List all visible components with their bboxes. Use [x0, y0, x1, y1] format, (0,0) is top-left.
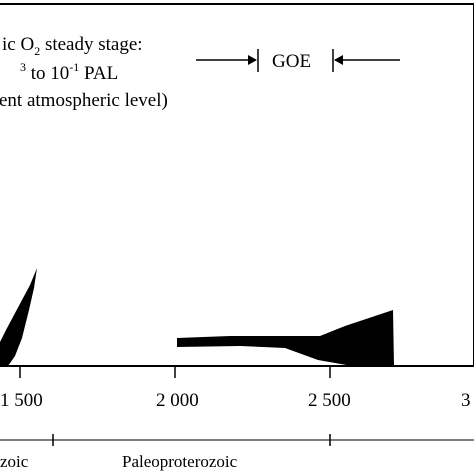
era-label-left: zoic [0, 452, 29, 471]
x-tick-label-2500: 2 500 [308, 390, 351, 411]
x-axis-ticks [19, 366, 331, 378]
annotation-line-2-end: PAL [79, 63, 118, 84]
era-label-paleoproterozoic: Paleoproterozoic [122, 452, 238, 471]
annotation-line-1-subscript: 2 [34, 44, 40, 58]
o2-envelope-right [177, 310, 394, 366]
era-timeline [0, 434, 474, 446]
x-tick-label-3: 3 [461, 390, 471, 411]
annotation-line-1-suffix: steady stage: [40, 34, 142, 55]
goe-left-arrowhead [248, 55, 257, 65]
annotation-line-2-exponent: -1 [69, 60, 79, 74]
x-tick-label-2000: 2 000 [156, 390, 199, 411]
annotation-line-2-start: 3 [20, 60, 26, 74]
annotation-line-2: 3 to 10-1 PAL [20, 60, 118, 84]
x-tick-label-1500: 1 500 [0, 390, 43, 411]
o2-envelope-left [0, 268, 37, 366]
annotation-line-1-prefix: ic O [2, 34, 34, 55]
annotation-line-3: ent atmospheric level) [0, 90, 168, 111]
goe-marker: GOE [196, 49, 400, 72]
goe-label: GOE [272, 51, 311, 72]
annotation-line-2-mid: to 10 [26, 63, 69, 84]
plot-frame [0, 3, 474, 367]
annotation-line-1: ic O2 steady stage: [2, 34, 143, 58]
